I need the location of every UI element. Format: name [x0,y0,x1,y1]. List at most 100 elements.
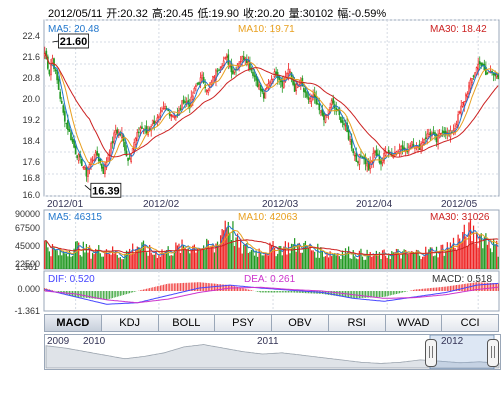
candle-body [384,151,387,156]
candle-body [224,57,227,59]
candle-body [366,163,368,167]
x-axis-label: 2012/04 [356,199,393,210]
tab-wvad[interactable]: WVAD [385,314,443,332]
candle-body [349,139,352,142]
navigator-right-handle[interactable] [487,339,499,367]
navigator-left-handle[interactable] [425,339,437,367]
volume-bar [466,246,468,269]
quote-volume: 量:30102 [288,8,334,20]
candle-body [205,90,208,92]
volume-bar [327,257,330,269]
candle-body [486,72,489,75]
volume-bar [110,254,112,269]
volume-bar [212,244,214,269]
volume-bar [281,255,283,269]
volume-bar [47,247,49,269]
time-navigator[interactable]: 2009 2010 2011 2012 [44,334,501,370]
volume-bar [307,248,310,269]
volume-bar [70,256,72,269]
volume-bar [415,249,418,269]
indicator-tabs: MACD KDJ BOLL PSY OBV RSI WVAD CCI [44,314,499,332]
volume-bar [149,244,151,269]
volume-bar [459,238,461,269]
candle-body [287,68,290,75]
candle-body [102,166,105,174]
candle-body [67,120,69,131]
candle-body [170,114,173,117]
macd-value-label: MACD: 0.518 [432,274,493,285]
candle-body [138,131,140,134]
volume-bar [187,248,189,269]
volume-bar [53,247,55,269]
volume-bar [496,240,498,269]
candle-body [104,164,106,174]
tab-cci[interactable]: CCI [442,314,499,332]
price-y-tick: 16.0 [22,190,40,200]
volume-bar [479,234,481,269]
tab-boll[interactable]: BOLL [158,314,216,332]
volume-bar [392,252,394,269]
volume-bar [176,245,179,269]
volume-bar [269,242,271,269]
volume-bar [361,256,364,269]
candle-body [264,89,267,99]
tab-kdj[interactable]: KDJ [101,314,159,332]
candle-body [238,62,240,68]
tab-obv[interactable]: OBV [272,314,329,332]
tab-macd[interactable]: MACD [44,314,102,332]
candle-body [130,154,132,162]
volume-bar [65,253,67,269]
candle-body [270,79,273,84]
volume-bar [480,233,482,269]
volume-bar [283,246,285,269]
x-axis-label: 2012/02 [143,199,180,210]
candle-body [315,95,318,104]
volume-bar [457,234,459,269]
quote-change: 幅:-0.59% [337,8,387,20]
volume-bar [76,240,78,269]
candle-body [107,157,109,162]
price-y-tick: 20.0 [22,94,40,104]
volume-bar [179,252,182,269]
price-y-tick: 21.6 [22,52,40,62]
volume-bar [249,251,251,269]
volume-bar [201,248,203,269]
navigator-year-label: 2011 [257,336,279,347]
volume-ma30-line [44,238,499,256]
volume-bar [420,259,422,269]
price-y-tick: 22.4 [22,31,40,41]
volume-bar [159,256,162,269]
volume-bar [104,251,106,269]
volume-bar [90,258,92,269]
panel-frame [43,19,500,197]
volume-bar [445,250,447,269]
volume-bar [280,246,282,269]
volume-bar [99,253,101,269]
candle-body [480,62,483,66]
candle-body [201,74,203,79]
candle-body [80,158,83,166]
candle-body [182,99,185,104]
volume-bar [363,259,365,269]
volume-bar [51,244,54,269]
volume-bar [315,257,317,269]
volume-bar [338,256,340,269]
volume-bar [91,252,94,269]
candle-body [464,94,467,102]
volume-bar [374,254,376,269]
volume-bar [300,252,302,269]
price-ma30-line [44,52,499,158]
tab-rsi[interactable]: RSI [328,314,386,332]
candle-body [60,100,63,104]
volume-bar [331,256,333,269]
tab-psy[interactable]: PSY [215,314,272,332]
volume-bar [150,252,152,269]
volume-bar [310,250,313,269]
candle-body [259,84,262,91]
volume-bar [64,253,66,269]
volume-bar [391,251,393,269]
candle-body [477,63,480,70]
candle-body [261,88,264,93]
volume-bar [369,251,371,269]
price-ma5-label: MA5: 20.48 [48,24,100,35]
